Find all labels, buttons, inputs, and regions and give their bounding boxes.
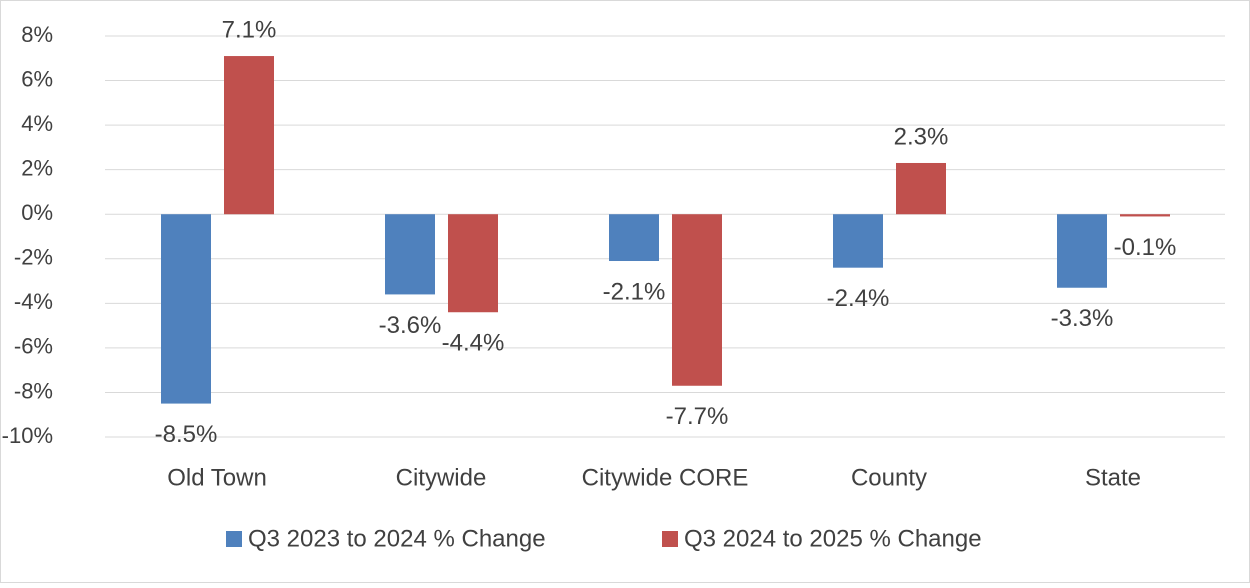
y-tick-label: -10%: [2, 423, 53, 448]
y-tick-label: 4%: [21, 111, 53, 136]
y-tick-label: 6%: [21, 66, 53, 91]
legend-label: Q3 2024 to 2025 % Change: [684, 525, 982, 552]
bar: [1057, 214, 1107, 288]
bar: [609, 214, 659, 262]
x-tick-label: State: [1085, 464, 1141, 491]
x-tick-label: Citywide: [396, 464, 487, 491]
y-tick-label: -4%: [14, 289, 53, 314]
bar: [672, 214, 722, 386]
bar: [1120, 214, 1170, 217]
y-tick-label: -6%: [14, 334, 53, 359]
data-label: 2.3%: [894, 123, 949, 150]
data-label: -8.5%: [155, 421, 218, 448]
bar: [161, 214, 211, 404]
y-tick-label: 8%: [21, 22, 53, 47]
bar: [224, 56, 274, 215]
legend-swatch: [226, 531, 242, 547]
data-label: -2.4%: [827, 285, 890, 312]
data-label: -3.6%: [379, 312, 442, 339]
y-tick-label: -2%: [14, 245, 53, 270]
data-label: -2.1%: [603, 278, 666, 305]
bar: [448, 214, 498, 313]
bar: [385, 214, 435, 295]
legend-label: Q3 2023 to 2024 % Change: [248, 525, 546, 552]
y-tick-label: 0%: [21, 200, 53, 225]
data-label: -3.3%: [1051, 305, 1114, 332]
y-tick-label: -8%: [14, 378, 53, 403]
data-label: -0.1%: [1114, 234, 1177, 261]
bar: [896, 162, 946, 215]
data-label: -4.4%: [442, 330, 505, 357]
data-label: -7.7%: [666, 403, 729, 430]
bar: [833, 214, 883, 268]
legend-swatch: [662, 531, 678, 547]
x-tick-label: County: [851, 464, 927, 491]
x-tick-label: Old Town: [167, 464, 267, 491]
data-label: 7.1%: [222, 16, 277, 43]
y-tick-label: 2%: [21, 155, 53, 180]
x-tick-label: Citywide CORE: [582, 464, 749, 491]
